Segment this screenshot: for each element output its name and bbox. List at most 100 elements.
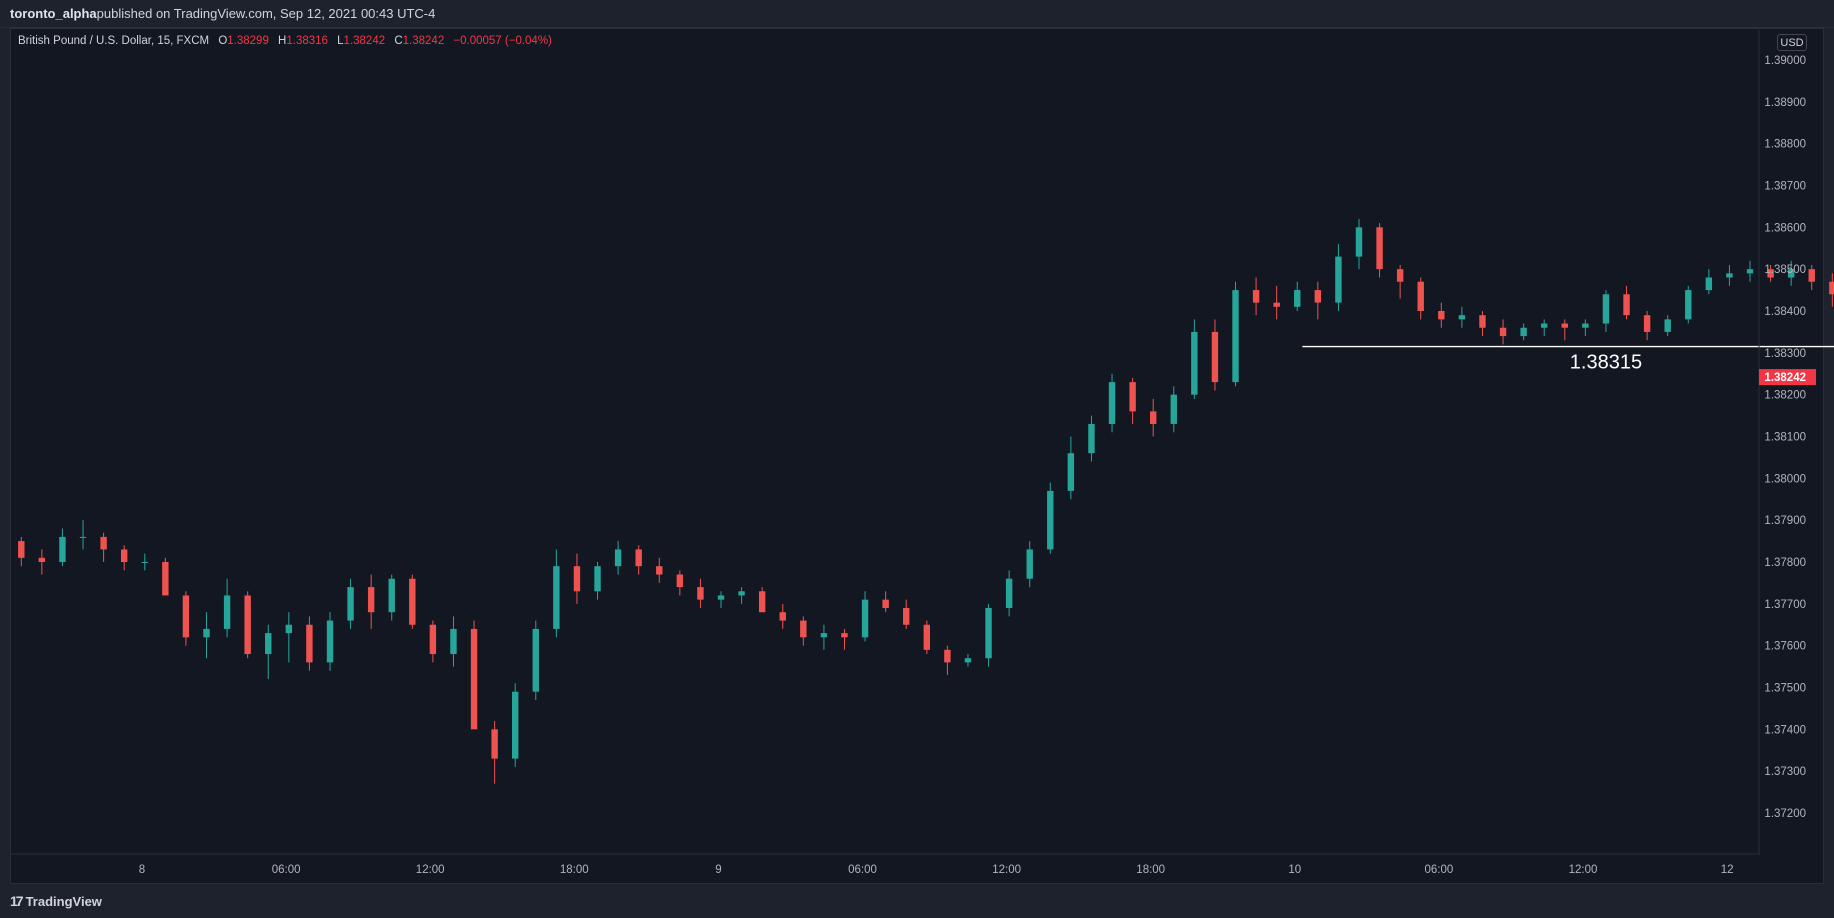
candle: [429, 620, 437, 663]
candle: [1808, 264, 1815, 291]
symbol-legend: British Pound / U.S. Dollar, 15, FXCM O1…: [18, 35, 552, 47]
low-value: 1.38242: [343, 35, 386, 47]
price-tick-label: 1.37900: [1764, 515, 1806, 527]
candle: [120, 545, 128, 571]
price-tick-label: 1.38700: [1764, 181, 1806, 193]
open-value: 1.38299: [227, 35, 269, 47]
candle: [59, 528, 66, 567]
candle: [1417, 277, 1424, 320]
candle: [1191, 319, 1198, 399]
price-tick-label: 1.38400: [1764, 306, 1806, 318]
open-label: O: [218, 35, 228, 47]
candle: [141, 553, 148, 571]
candle: [1232, 281, 1239, 387]
candle: [450, 616, 457, 667]
time-tick-label: 8: [139, 864, 145, 876]
candle: [1520, 323, 1527, 341]
candle: [1108, 373, 1116, 433]
candle: [820, 624, 828, 650]
time-tick-label: 10: [1288, 864, 1301, 876]
candle: [38, 549, 46, 575]
time-tick-label: 18:00: [1136, 864, 1165, 876]
candle: [553, 549, 560, 638]
candle: [1582, 319, 1589, 337]
last-price-label: 1.38242: [1764, 372, 1806, 384]
change-value: −0.00057 (−0.04%): [453, 35, 552, 47]
candle: [1787, 260, 1795, 286]
price-tick-label: 1.37400: [1764, 724, 1806, 736]
price-tick-label: 1.38200: [1764, 390, 1806, 402]
candle: [100, 532, 107, 562]
candle: [285, 612, 293, 663]
candle: [635, 545, 642, 575]
candlestick-chart[interactable]: 1.38315 1.39000 1.38900 1.38800 1.38700 1.38…: [0, 0, 1834, 884]
candle: [1047, 482, 1054, 554]
candle: [326, 612, 334, 671]
candle: [306, 616, 313, 671]
time-tick-label: 06:00: [1425, 864, 1454, 876]
price-axis[interactable]: 1.39000 1.38900 1.38800 1.38700 1.38600 1.385…: [1758, 30, 1816, 855]
candle: [1129, 377, 1136, 424]
price-tick-label: 1.38800: [1764, 139, 1806, 151]
candle: [1252, 277, 1260, 316]
candle: [1499, 319, 1507, 345]
low-label: L: [337, 35, 344, 47]
candle: [800, 616, 807, 646]
candle: [1067, 436, 1075, 500]
symbol-title[interactable]: British Pound / U.S. Dollar, 15, FXCM: [18, 35, 210, 47]
candle: [1005, 570, 1013, 617]
time-tick-label: 18:00: [560, 864, 589, 876]
candle: [1314, 281, 1322, 320]
candle: [1479, 311, 1486, 337]
candle: [367, 574, 375, 629]
last-price-badge: [1759, 369, 1816, 386]
publish-header: toronto_alpha published on TradingView.c…: [0, 0, 1834, 28]
footer: 17 TradingView: [0, 884, 1834, 918]
candle: [738, 587, 745, 604]
candle: [182, 591, 190, 646]
close-label: C: [394, 35, 403, 47]
candle: [1602, 290, 1610, 332]
candle: [1438, 302, 1445, 328]
candle: [717, 591, 725, 609]
candle: [1149, 398, 1157, 437]
candle: [347, 578, 354, 629]
author-name[interactable]: toronto_alpha: [10, 6, 97, 21]
candle: [779, 603, 786, 629]
candle: [964, 654, 972, 667]
price-tick-label: 1.37300: [1764, 766, 1806, 778]
price-tick-label: 1.37800: [1764, 557, 1806, 569]
time-tick-label: 12:00: [992, 864, 1021, 876]
brand-name: TradingView: [25, 893, 102, 909]
candle: [676, 570, 684, 596]
price-tick-label: 1.39000: [1764, 55, 1806, 67]
tradingview-logo[interactable]: 17 TradingView: [10, 893, 102, 909]
candle: [903, 599, 910, 629]
chart-pane[interactable]: [10, 28, 1824, 884]
price-tick-label: 1.37200: [1764, 808, 1806, 820]
candle: [944, 645, 951, 675]
candle: [1458, 306, 1466, 328]
candle: [1643, 311, 1651, 341]
time-tick-label: 12:00: [1569, 864, 1598, 876]
price-tick-label: 1.38500: [1764, 264, 1806, 276]
candles-group: [18, 218, 1834, 784]
price-tick-label: 1.38300: [1764, 348, 1806, 360]
candle: [841, 628, 848, 650]
time-axis[interactable]: 8 06:00 12:00 18:00 9 06:00 12:00 18:00 10 06:00 1…: [11, 853, 1759, 876]
support-line-label: 1.38315: [1570, 352, 1642, 374]
price-tick-label: 1.38600: [1764, 222, 1806, 234]
price-tick-label: 1.38900: [1764, 97, 1806, 109]
candle: [1541, 319, 1548, 337]
candle: [882, 591, 889, 613]
candle: [532, 620, 539, 701]
candle: [1273, 285, 1280, 320]
candle: [162, 557, 169, 596]
candle: [244, 591, 251, 659]
candle: [1767, 264, 1774, 282]
candle: [1335, 244, 1342, 311]
close-value: 1.38242: [402, 35, 445, 47]
currency-button[interactable]: USD: [1777, 34, 1807, 51]
high-label: H: [278, 35, 287, 47]
candle: [1726, 264, 1733, 286]
